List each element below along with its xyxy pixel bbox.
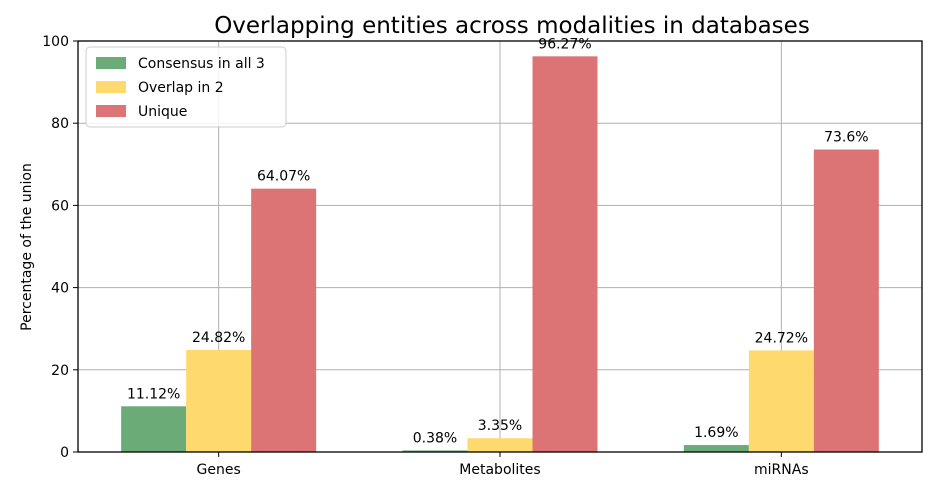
legend-box [85, 46, 287, 128]
bar-value-label: 24.82% [192, 330, 245, 346]
bar [251, 188, 317, 452]
x-axis-ticks: Genes Metabolites miRNAs [197, 452, 809, 478]
bar-value-label: 3.35% [478, 418, 522, 434]
bar-labels: 11.12% 0.38% 1.69% 24.82% 3.35% 24.72% 64.07% 9… [127, 36, 869, 446]
bar-value-label: 96.27% [538, 36, 591, 52]
y-tick-label: 40 [51, 281, 69, 297]
x-tick-label: Genes [197, 462, 241, 478]
bar-value-label: 0.38% [413, 430, 457, 446]
y-tick-label: 80 [51, 116, 69, 132]
bar-value-label: 11.12% [127, 386, 180, 402]
legend-swatch [96, 81, 126, 93]
bars [121, 56, 879, 453]
y-axis-ticks: 0 20 40 60 80 100 [42, 34, 78, 461]
legend-swatch [96, 57, 126, 69]
legend: Consensus in all 3 Overlap in 2 Unique [85, 46, 287, 128]
bar [402, 450, 468, 452]
bar [748, 350, 814, 452]
bar-value-label: 64.07% [257, 169, 310, 185]
legend-swatch [96, 105, 126, 117]
bar [532, 56, 598, 453]
bar [186, 349, 252, 452]
bar [813, 149, 879, 452]
bar [683, 445, 749, 452]
x-tick-label: miRNAs [754, 462, 809, 478]
bar-value-label: 24.72% [755, 330, 808, 346]
legend-label: Unique [138, 104, 187, 120]
legend-label: Consensus in all 3 [138, 56, 265, 72]
bar [467, 438, 533, 452]
x-tick-label: Metabolites [459, 462, 540, 478]
y-tick-label: 60 [51, 198, 69, 214]
y-tick-label: 100 [42, 34, 69, 50]
y-tick-label: 0 [60, 445, 69, 461]
bar [121, 406, 187, 452]
bar-value-label: 1.69% [694, 425, 738, 441]
legend-label: Overlap in 2 [138, 80, 224, 96]
chart-title: Overlapping entities across modalities i… [214, 13, 810, 39]
bar-value-label: 73.6% [824, 130, 868, 146]
y-axis-label: Percentage of the union [19, 163, 35, 331]
y-tick-label: 20 [51, 363, 69, 379]
